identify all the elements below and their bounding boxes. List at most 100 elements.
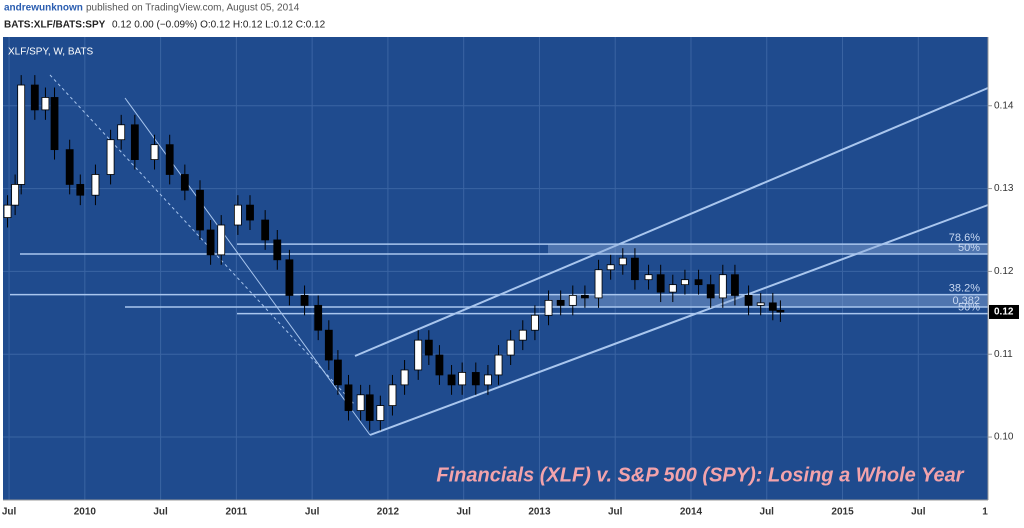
x-tick-label: 2011 [226,507,248,518]
x-tick-label: 2013 [528,507,551,518]
level-label: 0.382 [952,295,980,307]
candle-body [594,269,603,299]
candle-body [3,204,12,218]
candle-body [17,84,26,185]
x-tick-label: Jul [305,507,320,518]
candle-body [30,84,39,111]
y-tick-label: 0.10 [994,432,1014,443]
candle-body [681,279,689,286]
trend-line-dashed [49,74,356,406]
candle-body [206,229,215,256]
quote: 0.12 0.00 (−0.09%) O:0.12 H:0.12 L:0.12 … [112,20,326,31]
candle-body [618,257,627,266]
candle-body [324,329,333,361]
candle-body [506,339,515,356]
y-tick-label: 0.11 [994,349,1013,360]
candle-body [494,354,503,376]
candle-body [544,299,553,316]
candle-body [196,189,204,231]
candle-body [414,339,423,371]
candle-body [744,295,753,306]
x-tick-label: 2012 [377,507,400,518]
candle-body [117,124,126,141]
level-zone [548,294,988,308]
candle-body [435,354,444,376]
candle-body [344,384,353,411]
annotation: Financials (XLF) v. S&P 500 (SPY): Losin… [436,464,964,486]
candle-body [356,394,365,411]
candle-body [314,304,323,331]
candle-body [246,204,254,221]
y-tick-label: 0.13 [994,183,1014,194]
candle-body [756,302,765,306]
x-tick-label: Jul [760,507,775,518]
candle-body [261,219,270,241]
candle-body [300,295,309,306]
candle-body [65,149,74,185]
candle-body [694,279,703,286]
symbol: BATS:XLF/BATS:SPY [4,20,106,31]
candle-body [285,259,294,296]
candle-body [50,97,59,151]
candle-body [706,284,715,299]
x-tick-label: Jul [456,507,471,518]
candle-body [333,359,342,386]
plot-background [3,37,988,500]
candle-body [150,144,159,160]
candle-body [644,274,653,281]
candle-body [91,174,100,196]
x-tick-label: 2014 [680,507,703,518]
x-tick-label: Jul [2,507,17,518]
candle-body [631,257,639,281]
level-label: 50% [958,302,980,314]
candle-body [668,284,677,293]
last-price-box [989,304,1019,319]
x-tick-label: Jul [153,507,168,518]
x-tick-label: 2010 [74,507,97,518]
x-tick-label: 2015 [831,507,854,518]
candle-body [424,339,433,356]
y-tick-label: 0.14 [994,100,1014,111]
candle-body [41,97,50,111]
x-tick-label: Jul [608,507,623,518]
last-price-label: 0.12 [994,307,1014,318]
candle-body [458,372,467,386]
candle-body [718,274,727,299]
candle-body [731,274,739,296]
candle-body [776,309,785,313]
level-label: 38.2% [949,282,980,294]
legend: XLF/SPY, W, BATS [8,47,94,58]
candle-body [556,299,565,306]
candle-body [165,144,174,175]
level-label: 50% [958,242,980,254]
candle-body [400,369,409,386]
candle-body [568,295,577,306]
level-zone [548,244,988,255]
channel-upper [354,87,989,357]
y-tick-label: 0.12 [994,266,1014,277]
candle-body [581,295,589,299]
candle-body [656,274,665,293]
published: published on TradingView.com, August 05,… [86,3,300,14]
candle-body [447,374,456,386]
candle-body [768,302,777,311]
x-tick-label: Jul [911,507,926,518]
candle-body [233,204,242,226]
candle-body [471,372,480,386]
candle-body [484,374,492,386]
candle-body [106,139,115,175]
candle-body [273,239,282,261]
x-tick-label: 1 [982,507,988,518]
candle-body [76,184,85,196]
candle-body [376,405,385,421]
author[interactable]: andrewunknown [4,3,83,14]
candle-body [365,394,374,421]
candle-body [388,384,397,406]
candle-body [11,184,20,206]
candle-body [130,124,139,160]
level-label: 78.6% [949,232,980,244]
candle-body [217,224,226,256]
candle-body [606,264,615,271]
candle-body [180,174,189,191]
